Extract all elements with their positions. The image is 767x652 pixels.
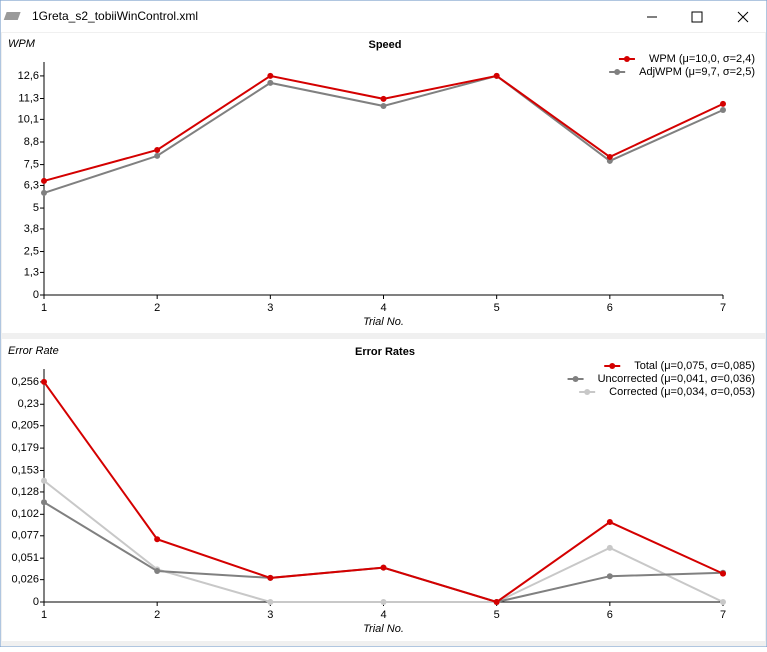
legend-label: Total (μ=0,075, σ=0,085) [634,360,755,372]
data-point [267,574,274,581]
data-point [41,189,47,196]
x-tick-label: 5 [494,302,500,314]
data-point [154,568,161,575]
y-tick-label: 10,1 [18,113,39,125]
y-tick-label: 3,8 [24,223,39,235]
legend-label: Uncorrected (μ=0,041, σ=0,036) [598,373,755,385]
legend-label: WPM (μ=10,0, σ=2,4) [649,53,755,65]
data-point [154,152,161,159]
data-point [493,72,500,79]
y-tick-label: 8,8 [24,136,39,148]
data-point [720,599,726,605]
y-tick-label: 1,3 [24,266,39,278]
legend-swatch [609,363,616,369]
y-tick-label: 0 [33,596,39,608]
x-tick-label: 6 [607,609,613,621]
y-tick-label: 0,179 [11,442,39,454]
data-point [606,573,613,580]
x-tick-label: 3 [267,302,273,314]
data-point [41,499,47,506]
data-point [493,599,500,605]
chart-panel [2,33,765,333]
data-point [154,536,161,543]
y-axis-label: Error Rate [8,345,59,357]
y-tick-label: 12,6 [18,70,39,82]
title-bar [1,1,766,32]
x-tick-label: 3 [267,609,273,621]
chart-panel [2,339,765,641]
data-point [606,519,613,526]
y-tick-label: 7,5 [24,158,39,170]
y-axis-label: WPM [8,38,36,50]
legend-swatch [614,69,621,75]
y-tick-label: 0,153 [11,464,39,476]
x-tick-label: 2 [154,609,160,621]
y-tick-label: 0,026 [11,574,39,586]
y-tick-label: 6,3 [24,179,39,191]
window-title: 1Greta_s2_tobiiWinControl.xml [32,9,198,23]
y-tick-label: 0,102 [11,508,39,520]
legend-swatch [623,56,630,62]
y-tick-label: 11,3 [18,92,39,104]
data-point [380,564,387,571]
x-tick-label: 4 [380,302,386,314]
x-tick-label: 7 [720,609,726,621]
chart-title: Error Rates [355,346,415,358]
x-axis-label: Trial No. [363,623,404,635]
data-point [41,177,47,184]
x-tick-label: 1 [41,302,47,314]
x-tick-label: 7 [720,302,726,314]
data-point [154,146,161,153]
app-icon [3,12,21,20]
x-axis-label: Trial No. [363,316,404,328]
y-tick-label: 0,128 [11,486,39,498]
data-point [267,599,274,605]
data-point [267,79,274,86]
data-point [720,106,726,113]
close-button[interactable] [737,11,749,23]
y-tick-label: 0,205 [11,420,39,432]
y-tick-label: 5 [33,202,39,214]
y-tick-label: 2,5 [24,245,39,257]
data-point [720,100,726,107]
y-tick-label: 0,23 [18,398,39,410]
y-tick-label: 0,051 [11,552,39,564]
data-point [380,95,387,102]
x-tick-label: 1 [41,609,47,621]
x-tick-label: 6 [607,302,613,314]
data-point [606,544,613,551]
legend-label: AdjWPM (μ=9,7, σ=2,5) [639,66,755,78]
x-tick-label: 5 [494,609,500,621]
x-tick-label: 2 [154,302,160,314]
data-point [720,570,726,577]
legend-swatch [572,376,579,382]
data-point [606,153,613,160]
x-tick-label: 4 [380,609,386,621]
data-point [380,599,387,605]
data-point [41,477,47,484]
data-point [267,72,274,79]
data-point [41,378,47,385]
chart-title: Speed [368,39,401,51]
legend-label: Corrected (μ=0,034, σ=0,053) [609,386,755,398]
data-point [380,102,387,109]
legend-swatch [584,389,591,395]
y-tick-label: 0 [33,289,39,301]
y-tick-label: 0,256 [11,376,39,388]
maximize-button[interactable] [691,11,703,23]
y-tick-label: 0,077 [11,530,39,542]
